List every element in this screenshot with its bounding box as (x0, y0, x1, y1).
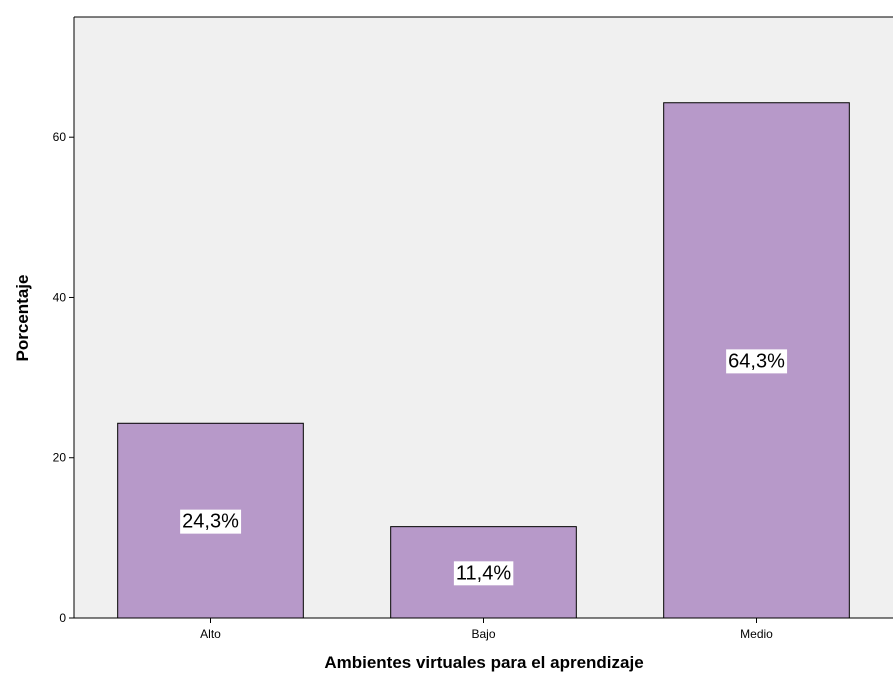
data-label: 11,4% (456, 562, 511, 584)
data-label-background (180, 509, 242, 534)
y-tick-label: 60 (53, 130, 67, 144)
y-tick-label: 0 (59, 611, 66, 625)
x-axis-title: Ambientes virtuales para el aprendizaje (324, 653, 643, 672)
x-ticks: Alto Bajo Medio (200, 618, 773, 641)
x-tick-label: Alto (200, 627, 221, 641)
data-label: 24,3% (182, 511, 239, 533)
data-label-background (726, 349, 788, 374)
y-tick-label: 20 (53, 451, 67, 465)
y-axis-title: Porcentaje (13, 275, 32, 362)
y-ticks: 0 20 40 60 (53, 130, 74, 625)
x-tick-label: Medio (740, 627, 773, 641)
y-tick-label: 40 (53, 290, 67, 304)
data-label: 64,3% (728, 350, 785, 372)
data-labels: 24,3% 11,4% 64,3% (180, 349, 788, 586)
data-label-background (453, 561, 514, 586)
x-tick-label: Bajo (471, 627, 495, 641)
